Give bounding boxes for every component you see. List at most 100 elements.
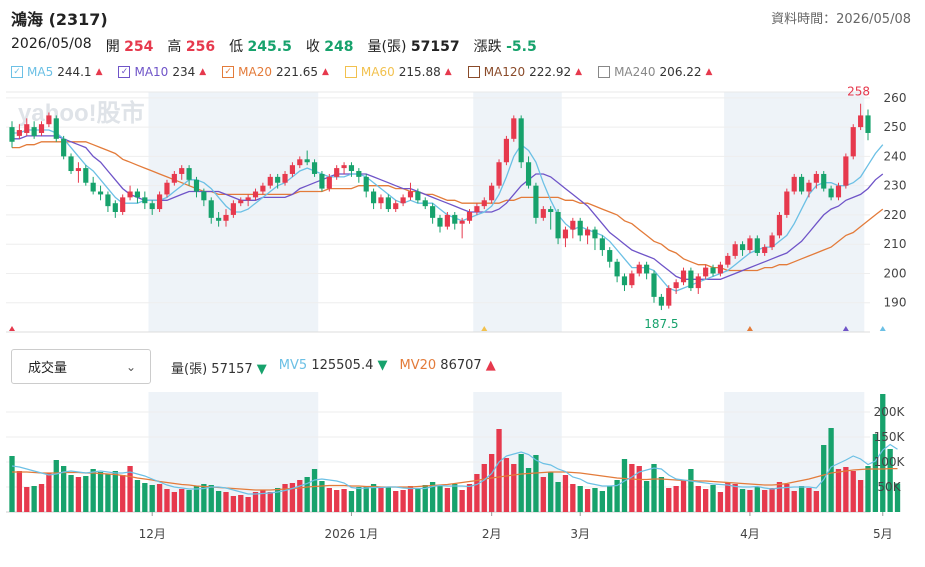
volume-bar	[60, 466, 67, 512]
checkbox-icon[interactable]: ✓	[11, 66, 23, 78]
candle-body	[739, 244, 746, 251]
volume-bar	[496, 429, 502, 512]
volume-bar	[142, 483, 148, 512]
ma-legend-item[interactable]: MA240 206.22 ▲	[598, 65, 712, 79]
candle-body	[112, 203, 118, 212]
volume-bar	[695, 486, 701, 512]
volume-bar	[97, 472, 104, 512]
volume-bar	[127, 466, 133, 512]
x-tick-label: 12月	[139, 527, 166, 541]
quote-close: 收 248	[305, 39, 354, 55]
ma-legend-item[interactable]: ✓ MA10 234 ▲	[118, 65, 206, 79]
volume-bar	[53, 460, 59, 512]
candle-body	[341, 165, 347, 169]
candle-body	[503, 138, 509, 163]
ma20-line	[12, 141, 884, 272]
volume-bar	[570, 484, 576, 512]
volume-bar	[474, 474, 480, 512]
checkbox-icon[interactable]	[467, 66, 480, 78]
volume-bar	[415, 489, 421, 512]
volume-bar	[134, 480, 141, 512]
candle-body	[311, 162, 318, 174]
checkbox-icon[interactable]	[344, 66, 357, 78]
checkbox-icon[interactable]	[598, 66, 611, 78]
volume-bar	[887, 449, 893, 512]
volume-bar	[149, 485, 155, 512]
volume-tick-label: 150K	[874, 430, 906, 444]
candle-body	[134, 191, 141, 198]
volume-bar	[511, 464, 517, 512]
candle-body	[865, 115, 871, 133]
ma-legend-item[interactable]: MA60 215.88 ▲	[344, 65, 452, 79]
candle-body	[171, 173, 177, 183]
candle-body	[282, 173, 288, 183]
candle-body	[245, 197, 251, 201]
candle-body	[533, 185, 539, 218]
volume-bar	[466, 484, 473, 512]
volume-bar	[252, 492, 259, 512]
volume-bar	[334, 490, 340, 512]
candle-body	[363, 176, 369, 192]
volume-bar	[762, 490, 768, 512]
candle-body	[75, 168, 81, 172]
candle-body	[275, 176, 281, 183]
volume-bar	[444, 488, 451, 512]
candle-body	[97, 191, 104, 195]
volume-bar	[843, 467, 849, 512]
volume-bar	[754, 487, 760, 512]
candle-body	[717, 264, 723, 274]
candle-body	[452, 214, 458, 224]
candle-body	[127, 191, 133, 198]
volume-bar	[400, 490, 406, 512]
candle-body	[577, 220, 583, 236]
volume-bar	[540, 477, 546, 512]
indicator-select-label: 成交量	[28, 361, 68, 376]
candle-body	[393, 203, 399, 210]
volume-tick-label: 50K	[877, 480, 901, 494]
volume-bar	[90, 469, 96, 512]
volume-bar	[806, 488, 812, 512]
volume-bar	[717, 492, 724, 512]
up-triangle-icon: ▲	[575, 67, 583, 77]
ma-legend-item[interactable]: MA120 222.92 ▲	[467, 65, 583, 79]
x-tick-label: 4月	[740, 527, 760, 541]
indicator-select[interactable]: 成交量 ⌄	[11, 349, 151, 384]
candle-body	[120, 197, 126, 212]
stock-title: 鴻海 (2317)	[11, 10, 108, 29]
ma-legend-item[interactable]: ✓ MA5 244.1 ▲	[11, 65, 102, 79]
checkbox-icon[interactable]: ✓	[118, 66, 131, 78]
price-tick-label: 230	[884, 179, 907, 193]
volume-bar	[865, 466, 871, 512]
down-triangle-icon: ▼	[256, 362, 267, 377]
volume-bar	[791, 491, 797, 512]
candle-body	[157, 194, 163, 210]
candle-body	[9, 127, 15, 142]
ma-legend-item[interactable]: ✓ MA20 221.65 ▲	[222, 65, 329, 79]
volume-bar	[120, 475, 126, 512]
volume-bar	[643, 481, 650, 512]
candle-body	[695, 276, 701, 289]
event-marker-icon	[9, 326, 15, 331]
candle-body	[688, 270, 694, 289]
volume-bar	[621, 459, 628, 512]
candle-body	[489, 185, 495, 201]
candle-body	[38, 124, 45, 133]
event-marker-icon	[879, 326, 886, 331]
candle-body	[216, 217, 222, 221]
volume-bar	[156, 484, 163, 512]
volume-bar	[828, 428, 834, 512]
candle-body	[407, 191, 414, 198]
volume-bar	[31, 486, 37, 512]
checkbox-icon[interactable]: ✓	[222, 66, 235, 78]
volume-bar	[112, 471, 118, 512]
price-tick-label: 200	[884, 266, 907, 280]
candle-body	[260, 185, 266, 192]
quote-bar: 2026/05/08 開 254 高 256 低 245.5 收 248 量(張…	[11, 36, 537, 56]
candle-body	[776, 214, 783, 236]
volume-bar	[363, 486, 369, 512]
volume-bar	[319, 481, 325, 512]
quote-volume: 量(張) 57157	[367, 39, 460, 55]
volume-bar	[732, 484, 738, 512]
candle-body	[548, 209, 554, 212]
candle-body	[356, 171, 362, 177]
